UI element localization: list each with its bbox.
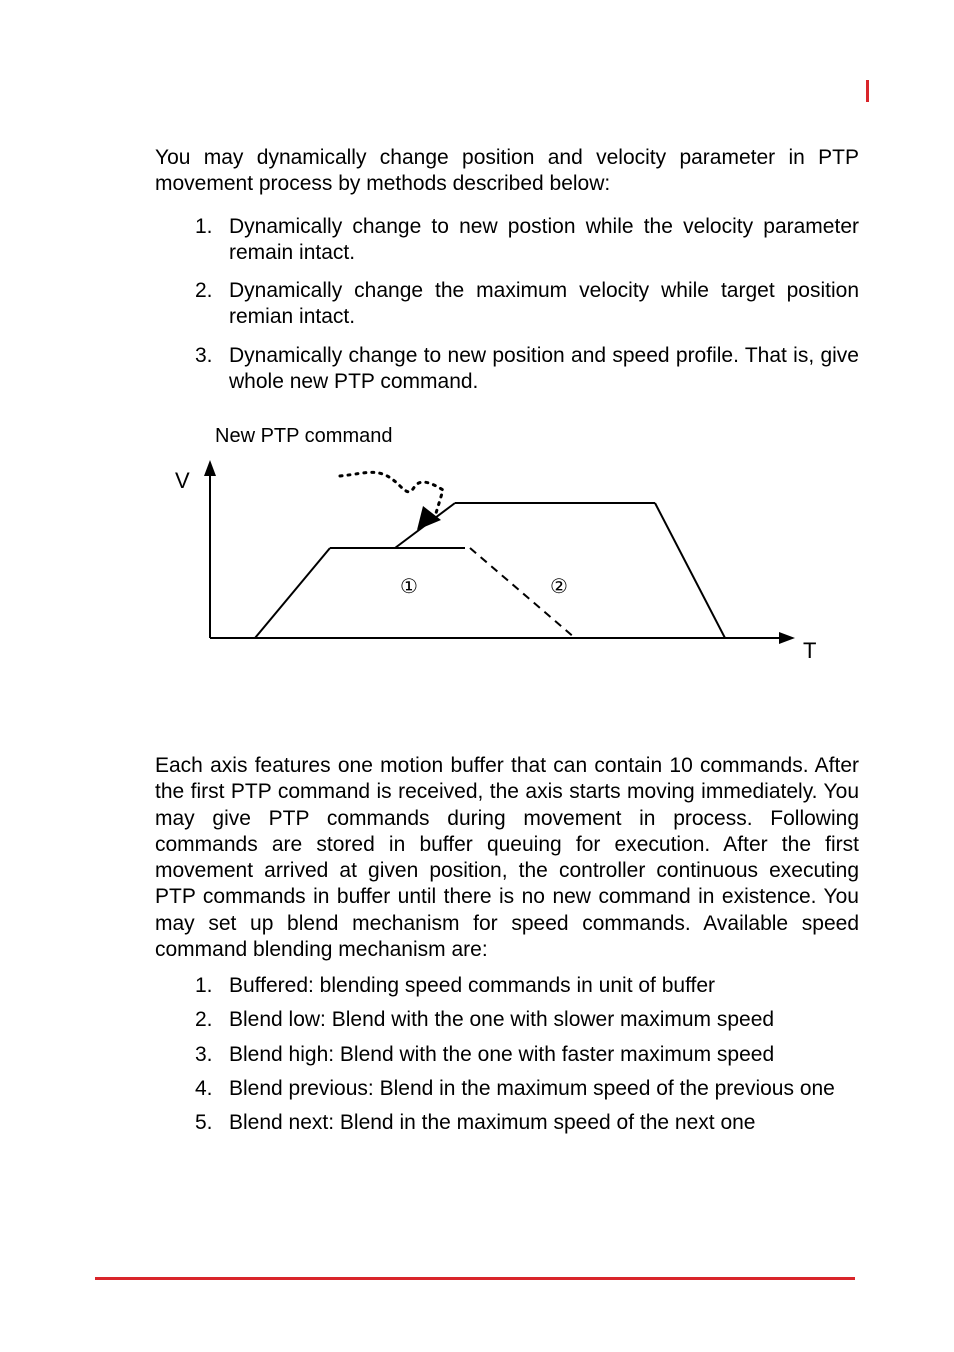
intro-paragraph: You may dynamically change position and … — [155, 145, 859, 198]
marker-1: ① — [400, 576, 418, 598]
list-number: 1. — [195, 973, 213, 999]
list-number: 5. — [195, 1110, 213, 1136]
footer-rule — [95, 1277, 855, 1280]
list-item: 4. Blend previous: Blend in the maximum s… — [195, 1076, 859, 1102]
marker-2: ② — [550, 576, 568, 598]
velocity-chart-svg: V T ① ② — [155, 458, 835, 668]
blend-list: 1. Buffered: blending speed commands in u… — [195, 973, 859, 1136]
list-item: 3. Dynamically change to new position and… — [195, 343, 859, 396]
list-text: Blend high: Blend with the one with fast… — [229, 1043, 774, 1066]
list-item: 2. Dynamically change the maximum velocit… — [195, 278, 859, 331]
list-number: 2. — [195, 278, 213, 304]
methods-list: 1. Dynamically change to new postion whil… — [195, 214, 859, 396]
list-number: 4. — [195, 1076, 213, 1102]
list-number: 1. — [195, 214, 213, 240]
list-item: 1. Dynamically change to new postion whil… — [195, 214, 859, 267]
list-number: 2. — [195, 1007, 213, 1033]
list-text: Dynamically change the maximum velocity … — [229, 279, 859, 328]
list-text: Blend low: Blend with the one with slowe… — [229, 1008, 774, 1031]
y-axis-label: V — [175, 468, 190, 493]
list-item: 1. Buffered: blending speed commands in u… — [195, 973, 859, 999]
list-item: 3. Blend high: Blend with the one with fa… — [195, 1042, 859, 1068]
list-text: Buffered: blending speed commands in uni… — [229, 974, 715, 997]
diagram-title: New PTP command — [215, 425, 859, 448]
list-item: 2. Blend low: Blend with the one with slo… — [195, 1007, 859, 1033]
x-axis-label: T — [803, 638, 816, 663]
corner-accent — [866, 80, 869, 102]
list-text: Dynamically change to new postion while … — [229, 215, 859, 264]
list-number: 3. — [195, 343, 213, 369]
list-number: 3. — [195, 1042, 213, 1068]
list-text: Blend next: Blend in the maximum speed o… — [229, 1111, 756, 1134]
list-text: Blend previous: Blend in the maximum spe… — [229, 1077, 835, 1100]
buffer-paragraph: Each axis features one motion buffer tha… — [155, 753, 859, 963]
list-text: Dynamically change to new position and s… — [229, 344, 859, 393]
list-item: 5. Blend next: Blend in the maximum speed… — [195, 1110, 859, 1136]
velocity-diagram: New PTP command V T ① ② — [155, 425, 859, 673]
